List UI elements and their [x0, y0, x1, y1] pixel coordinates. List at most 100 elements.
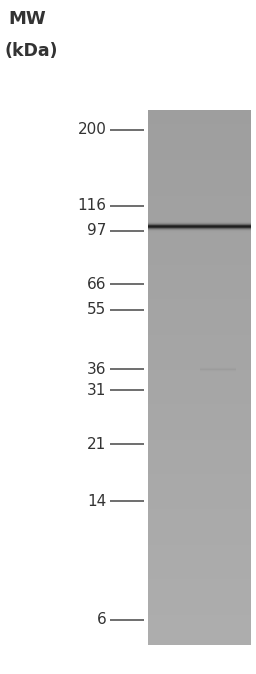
Bar	[148, 413, 251, 415]
Bar	[148, 303, 251, 305]
Bar	[148, 452, 251, 454]
Bar	[148, 113, 251, 115]
Bar	[148, 618, 251, 620]
Bar	[148, 493, 251, 495]
Bar	[148, 239, 251, 240]
Bar	[148, 117, 251, 119]
Bar	[148, 228, 251, 229]
Bar	[148, 574, 251, 576]
Bar	[148, 510, 251, 512]
Bar	[148, 390, 251, 392]
Bar	[148, 340, 251, 342]
Bar	[148, 226, 251, 228]
Bar	[148, 224, 251, 226]
Bar	[148, 479, 251, 481]
Bar	[148, 197, 251, 199]
Bar	[148, 419, 251, 421]
Bar	[148, 515, 251, 516]
Bar	[148, 593, 251, 595]
Bar	[148, 597, 251, 599]
Bar	[148, 365, 251, 367]
Bar	[148, 156, 251, 158]
Bar	[148, 609, 251, 611]
Bar	[148, 631, 251, 632]
Bar	[148, 123, 251, 124]
Bar	[148, 640, 251, 642]
Bar	[148, 421, 251, 422]
Bar	[148, 531, 251, 532]
Bar	[148, 549, 251, 551]
Bar	[148, 121, 251, 123]
Bar	[148, 283, 251, 285]
Bar	[148, 529, 251, 531]
Bar	[148, 586, 251, 588]
Bar	[148, 262, 251, 264]
Bar	[148, 245, 251, 247]
Bar	[148, 557, 251, 559]
Bar	[148, 189, 251, 190]
Bar	[148, 522, 251, 524]
Bar	[148, 331, 251, 333]
Bar	[148, 256, 251, 258]
Bar	[148, 634, 251, 636]
Text: 14: 14	[87, 493, 106, 509]
Bar	[148, 375, 251, 377]
Bar	[148, 406, 251, 408]
Bar	[148, 281, 251, 283]
Bar	[148, 443, 251, 446]
Bar	[148, 133, 251, 135]
Bar	[148, 347, 251, 349]
Bar	[148, 244, 251, 245]
Bar	[148, 440, 251, 441]
Bar	[148, 623, 251, 625]
Bar	[148, 477, 251, 479]
Bar	[148, 399, 251, 400]
Bar	[148, 561, 251, 563]
Bar	[148, 151, 251, 153]
Bar	[148, 606, 251, 607]
Bar	[148, 622, 251, 623]
Bar	[148, 476, 251, 477]
Bar	[148, 317, 251, 319]
Bar	[148, 258, 251, 259]
Bar	[148, 219, 251, 220]
Bar	[148, 336, 251, 338]
Bar	[148, 335, 251, 336]
Bar	[148, 183, 251, 185]
Bar	[148, 344, 251, 345]
Bar	[148, 320, 251, 322]
Bar	[148, 328, 251, 330]
Bar	[148, 424, 251, 426]
Bar	[148, 427, 251, 429]
Bar	[148, 461, 251, 463]
Bar	[148, 513, 251, 515]
Bar	[148, 242, 251, 244]
Bar	[148, 447, 251, 449]
Bar	[148, 431, 251, 433]
Bar	[148, 400, 251, 402]
Bar	[148, 576, 251, 577]
Bar	[148, 247, 251, 249]
Bar	[148, 369, 251, 371]
Bar	[148, 306, 251, 308]
Bar	[148, 358, 251, 360]
Bar	[148, 322, 251, 324]
Bar	[148, 568, 251, 570]
Bar	[148, 512, 251, 513]
Bar	[148, 139, 251, 140]
Bar	[148, 485, 251, 486]
Bar	[148, 638, 251, 640]
Bar	[148, 199, 251, 201]
Bar	[148, 131, 251, 133]
Bar	[148, 545, 251, 547]
Bar	[148, 267, 251, 269]
Text: 31: 31	[87, 383, 106, 398]
Bar	[148, 643, 251, 645]
Bar	[148, 470, 251, 472]
Bar	[148, 504, 251, 506]
Bar	[148, 636, 251, 638]
Bar	[148, 392, 251, 394]
Bar	[148, 237, 251, 239]
Bar	[148, 315, 251, 317]
Bar	[148, 581, 251, 582]
